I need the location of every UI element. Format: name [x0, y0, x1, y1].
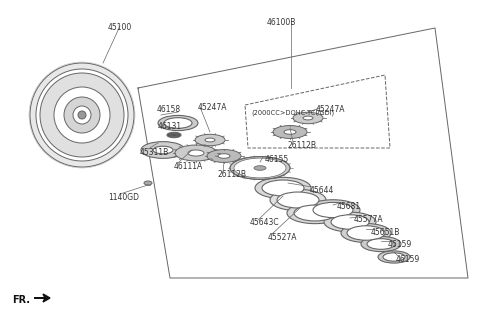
Text: 45651B: 45651B	[371, 228, 400, 237]
Text: (2000CC>DOHC-TCI/GDI): (2000CC>DOHC-TCI/GDI)	[251, 109, 334, 115]
Ellipse shape	[361, 237, 401, 252]
Ellipse shape	[73, 106, 91, 124]
Ellipse shape	[207, 150, 241, 162]
Text: 45577A: 45577A	[354, 215, 384, 224]
Ellipse shape	[170, 133, 178, 136]
Ellipse shape	[30, 63, 134, 167]
Ellipse shape	[144, 181, 152, 185]
Ellipse shape	[324, 212, 376, 232]
Ellipse shape	[250, 164, 270, 172]
Ellipse shape	[254, 166, 266, 170]
Text: 46159: 46159	[388, 240, 412, 249]
Text: 45247A: 45247A	[198, 103, 228, 112]
Ellipse shape	[262, 180, 304, 196]
Ellipse shape	[347, 226, 385, 240]
Ellipse shape	[303, 116, 313, 120]
Polygon shape	[34, 294, 50, 302]
Ellipse shape	[277, 192, 319, 208]
Text: 45643C: 45643C	[250, 218, 280, 227]
Text: 45527A: 45527A	[268, 233, 298, 242]
Ellipse shape	[205, 138, 215, 142]
Ellipse shape	[294, 205, 336, 221]
Ellipse shape	[195, 134, 225, 146]
Text: 26112B: 26112B	[288, 141, 317, 150]
Text: 45247A: 45247A	[316, 105, 346, 114]
Text: FR.: FR.	[12, 295, 30, 305]
Text: 46155: 46155	[265, 155, 289, 164]
Ellipse shape	[306, 200, 360, 220]
Text: 45681: 45681	[337, 202, 361, 211]
Ellipse shape	[54, 87, 110, 143]
Ellipse shape	[287, 202, 343, 224]
Ellipse shape	[255, 177, 311, 199]
Ellipse shape	[167, 132, 181, 138]
Ellipse shape	[273, 125, 307, 138]
Text: 26112B: 26112B	[218, 170, 247, 179]
Ellipse shape	[64, 97, 100, 133]
Ellipse shape	[175, 145, 217, 161]
Ellipse shape	[36, 69, 128, 161]
Ellipse shape	[40, 73, 124, 157]
Ellipse shape	[218, 154, 230, 158]
Text: 46158: 46158	[157, 105, 181, 114]
Text: 1140GD: 1140GD	[108, 193, 139, 202]
Ellipse shape	[367, 239, 395, 249]
Text: 45644: 45644	[310, 186, 335, 195]
Text: 46159: 46159	[396, 255, 420, 264]
Ellipse shape	[188, 150, 204, 156]
Text: 46111A: 46111A	[174, 162, 203, 171]
Ellipse shape	[378, 251, 410, 263]
Text: 46100B: 46100B	[267, 18, 296, 27]
Ellipse shape	[164, 118, 192, 128]
Text: 46131: 46131	[158, 122, 182, 131]
Ellipse shape	[141, 142, 185, 158]
Ellipse shape	[331, 215, 369, 229]
Ellipse shape	[284, 130, 296, 134]
Ellipse shape	[230, 156, 290, 179]
Ellipse shape	[383, 253, 405, 261]
Ellipse shape	[341, 224, 391, 242]
Ellipse shape	[234, 158, 286, 178]
Text: 45311B: 45311B	[140, 148, 169, 157]
Ellipse shape	[313, 202, 353, 218]
Ellipse shape	[78, 111, 86, 119]
Ellipse shape	[158, 115, 198, 131]
Ellipse shape	[270, 189, 326, 211]
Ellipse shape	[293, 112, 323, 124]
Ellipse shape	[153, 146, 173, 154]
Text: 45100: 45100	[108, 23, 132, 32]
